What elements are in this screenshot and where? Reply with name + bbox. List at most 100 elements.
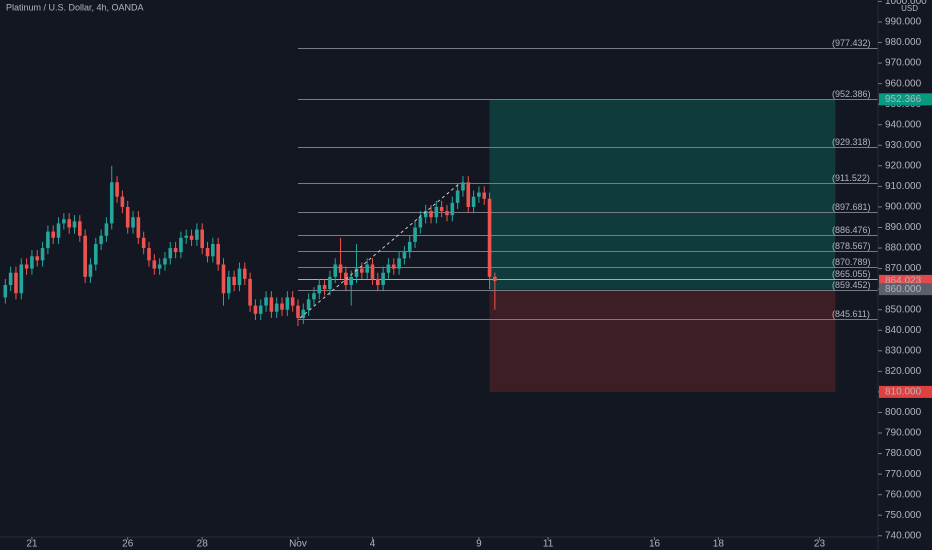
profit-zone (489, 99, 836, 290)
y-tick-label: 820.000 (885, 366, 922, 377)
y-tick-label: 740.000 (885, 530, 922, 541)
candle-body (147, 248, 151, 261)
fib-label: (977.432) (832, 38, 871, 48)
candle-body (264, 297, 268, 306)
candle-body (471, 196, 476, 207)
candle-body (407, 241, 412, 253)
candle-body (477, 192, 481, 197)
x-tick-label: 26 (122, 539, 134, 550)
candle-body (14, 272, 18, 294)
candle-body (35, 256, 40, 261)
x-tick-label: 4 (370, 539, 376, 550)
y-tick-label: 970.000 (885, 58, 922, 69)
candle-body (445, 211, 449, 216)
candle-body (173, 248, 178, 253)
candle-body (205, 248, 210, 257)
plot-area (3, 48, 878, 392)
y-tick-label: 770.000 (885, 469, 922, 480)
price-label-box (879, 385, 932, 398)
candle-body (99, 235, 103, 244)
candle-body (104, 223, 109, 236)
candle-body (115, 182, 119, 197)
candle-body (386, 264, 391, 273)
candle-body (152, 260, 157, 269)
candle-body (370, 264, 375, 279)
y-tick-label: 990.000 (885, 17, 922, 28)
candle-body (131, 217, 135, 228)
candle-body (24, 264, 29, 269)
fib-label: (870.789) (832, 257, 871, 267)
candle-body (455, 190, 460, 203)
y-tick-label: 830.000 (885, 345, 922, 356)
y-tick-label: 980.000 (885, 37, 922, 48)
y-tick-label: 800.000 (885, 407, 922, 418)
candle-body (269, 297, 274, 312)
fib-label: (845.611) (832, 309, 870, 319)
candle-body (51, 231, 56, 238)
fib-label: (952.386) (832, 89, 871, 99)
candle-body (450, 202, 455, 216)
candle-body (312, 293, 316, 300)
trend-line (299, 182, 461, 319)
candle-body (179, 237, 183, 253)
fib-label: (859.452) (832, 280, 871, 290)
candle-body (109, 182, 114, 224)
y-tick-label: 910.000 (885, 181, 922, 192)
candle-body (360, 268, 364, 273)
x-tick-label: 21 (26, 539, 38, 550)
y-tick-label: 840.000 (885, 325, 922, 336)
candle-body (333, 264, 338, 277)
candle-body (216, 243, 220, 265)
x-tick-label: 28 (197, 539, 209, 550)
candle-body (40, 248, 45, 261)
y-tick-label: 930.000 (885, 140, 922, 151)
price-label: 810.000 (885, 387, 922, 398)
candle-body (211, 243, 215, 257)
candle-body (19, 264, 24, 294)
candle-body (120, 196, 125, 207)
candle-body (493, 276, 497, 281)
loss-zone (489, 289, 836, 392)
y-tick-label: 880.000 (885, 243, 922, 254)
candle-body (482, 192, 487, 199)
candle-body (195, 229, 199, 240)
price-label: 952.366 (885, 94, 922, 105)
candle-body (46, 231, 50, 249)
candle-body (8, 272, 13, 286)
price-label-box (879, 283, 932, 296)
candle-body (328, 276, 332, 290)
candle-body (157, 264, 162, 269)
y-tick-label: 890.000 (885, 222, 922, 233)
y-tick-label: 750.000 (885, 510, 922, 521)
candle-body (434, 206, 439, 218)
fib-label: (886.476) (832, 225, 871, 235)
x-tick-label: 16 (649, 539, 661, 550)
price-label-box (879, 93, 932, 106)
y-tick-label: 920.000 (885, 160, 922, 171)
x-tick-label: Nov (289, 539, 307, 550)
candle-body (125, 206, 130, 228)
price-label: 864.023 (885, 276, 922, 287)
chart-title: Platinum / U.S. Dollar, 4h, OANDA (6, 2, 144, 12)
candle-body (232, 276, 236, 286)
candle-body (429, 211, 433, 218)
candle-body (423, 211, 428, 218)
candle-body (402, 252, 407, 259)
candle-body (67, 219, 71, 228)
candle-body (301, 309, 306, 318)
candle-body (285, 297, 290, 310)
candle-body (242, 268, 247, 279)
candle-body (381, 272, 385, 286)
y-tick-label: 760.000 (885, 489, 922, 500)
fib-label: (911.522) (832, 173, 870, 183)
y-tick-label: 850.000 (885, 304, 922, 315)
candle-body (83, 235, 87, 277)
candle-body (3, 285, 8, 298)
y-tick-label: 900.000 (885, 202, 922, 213)
candle-body (413, 227, 417, 242)
candle-body (391, 264, 396, 269)
candle-body (290, 297, 295, 306)
candle-body (30, 256, 34, 269)
candle-body (296, 305, 300, 318)
